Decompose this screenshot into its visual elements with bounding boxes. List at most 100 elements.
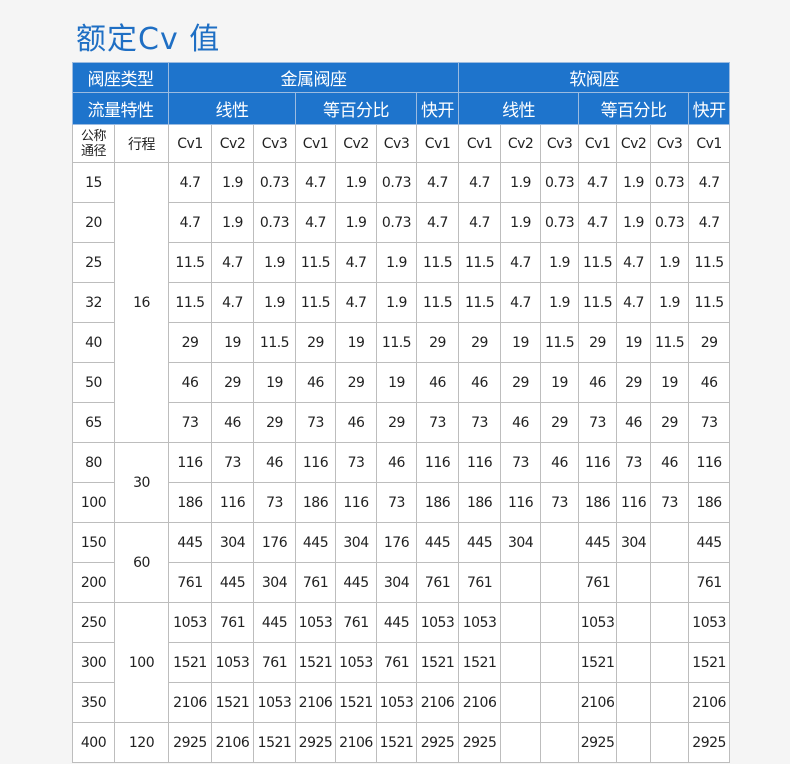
dn-label: 公称通径 <box>72 124 115 163</box>
nominal-diameter: 15 <box>72 162 115 203</box>
cv-value: 186 <box>578 482 618 523</box>
cv-value: 2925 <box>688 722 731 763</box>
cv-value: 1.9 <box>376 282 417 323</box>
nominal-diameter: 20 <box>72 202 115 243</box>
cv-value <box>500 722 542 763</box>
cv-value: 2925 <box>458 722 502 763</box>
cv-value: 4.7 <box>458 202 502 243</box>
cv-column-header: Cv3 <box>376 124 417 163</box>
cv-table: 阀座类型 金属阀座 软阀座 流量特性 线性 等百分比 快开 线性 等百分比 快开… <box>72 62 731 763</box>
nominal-diameter: 25 <box>72 242 115 283</box>
cv-value: 116 <box>458 442 502 483</box>
cv-column-header: Cv2 <box>616 124 652 163</box>
cv-value: 11.5 <box>295 242 336 283</box>
cv-value: 73 <box>415 402 460 443</box>
cv-value: 186 <box>295 482 336 523</box>
cv-value <box>500 642 542 683</box>
cv-value: 11.5 <box>650 322 690 363</box>
cv-value: 19 <box>376 362 417 403</box>
cv-value: 445 <box>335 562 377 603</box>
table-row: 400 120 2925 2106 1521 2925 2106 1521 2925 2925 29… <box>72 722 731 763</box>
cv-value: 46 <box>211 402 254 443</box>
cv-value: 1053 <box>578 602 618 643</box>
cv-value: 445 <box>168 522 212 563</box>
cv-value: 1521 <box>458 642 502 683</box>
cv-value: 46 <box>253 442 296 483</box>
cv-value: 4.7 <box>616 242 652 283</box>
cv-value: 1.9 <box>616 202 652 243</box>
cv-value: 4.7 <box>688 162 731 203</box>
cv-value: 1053 <box>253 682 296 723</box>
cv-column-header: Cv1 <box>168 124 212 163</box>
stroke-value: 30 <box>114 442 169 523</box>
cv-value: 116 <box>415 442 460 483</box>
soft-seat-header: 软阀座 <box>458 62 731 93</box>
cv-value <box>650 682 690 723</box>
cv-value: 29 <box>578 322 618 363</box>
cv-column-header: Cv1 <box>295 124 336 163</box>
cv-value: 445 <box>376 602 417 643</box>
cv-value: 761 <box>211 602 254 643</box>
cv-value: 73 <box>540 482 580 523</box>
cv-value: 11.5 <box>688 282 731 323</box>
cv-value: 46 <box>415 362 460 403</box>
cv-value <box>616 642 652 683</box>
cv-value: 304 <box>376 562 417 603</box>
table-row: 50 46 29 19 46 29 19 46 46 29 19 46 29 19 46 <box>72 362 731 403</box>
cv-value: 304 <box>500 522 542 563</box>
metal-equal-pct-header: 等百分比 <box>295 92 417 125</box>
nominal-diameter: 200 <box>72 562 115 603</box>
cv-value: 19 <box>540 362 580 403</box>
cv-value: 116 <box>500 482 542 523</box>
cv-value: 761 <box>415 562 460 603</box>
table-row: 250 100 1053 761 445 1053 761 445 1053 1053 1053 10… <box>72 602 731 723</box>
cv-value: 4.7 <box>295 162 336 203</box>
cv-value: 11.5 <box>458 242 502 283</box>
cv-value: 445 <box>688 522 731 563</box>
cv-value: 1.9 <box>211 162 254 203</box>
cv-value: 73 <box>168 402 212 443</box>
cv-value: 1.9 <box>540 242 580 283</box>
cv-value <box>650 522 690 563</box>
cv-value: 4.7 <box>500 282 542 323</box>
cv-value: 73 <box>458 402 502 443</box>
flow-characteristic-label: 流量特性 <box>72 92 169 125</box>
cv-value: 1521 <box>335 682 377 723</box>
cv-value: 19 <box>616 322 652 363</box>
cv-value: 0.73 <box>376 202 417 243</box>
cv-value: 4.7 <box>168 162 212 203</box>
cv-value: 19 <box>335 322 377 363</box>
cv-value: 2106 <box>335 722 377 763</box>
cv-value: 73 <box>616 442 652 483</box>
cv-value <box>616 722 652 763</box>
table-row: 20 4.7 1.9 0.73 4.7 1.9 0.73 4.7 4.7 1.9 0.73 4.7 1.… <box>72 202 731 243</box>
cv-value: 186 <box>168 482 212 523</box>
cv-value: 304 <box>211 522 254 563</box>
cv-value <box>650 602 690 643</box>
stroke-value: 60 <box>114 522 169 603</box>
cv-value <box>616 682 652 723</box>
cv-value: 2106 <box>211 722 254 763</box>
cv-value: 29 <box>688 322 731 363</box>
cv-value: 4.7 <box>578 162 618 203</box>
cv-value: 1521 <box>415 642 460 683</box>
cv-value: 2106 <box>168 682 212 723</box>
nominal-diameter: 40 <box>72 322 115 363</box>
cv-value: 761 <box>458 562 502 603</box>
cv-column-header: Cv3 <box>650 124 690 163</box>
cv-value <box>540 562 580 603</box>
cv-value: 761 <box>578 562 618 603</box>
cv-value: 116 <box>168 442 212 483</box>
table-row: 15 16 4.7 1.9 0.73 4.7 1.9 0.73 4.7 4.7 1.9 0.73 4.7… <box>72 162 731 443</box>
cv-value: 761 <box>688 562 731 603</box>
cv-value <box>650 722 690 763</box>
cv-value: 445 <box>578 522 618 563</box>
cv-value: 73 <box>688 402 731 443</box>
cv-value: 73 <box>335 442 377 483</box>
cv-value: 1053 <box>458 602 502 643</box>
cv-value: 1.9 <box>211 202 254 243</box>
cv-value: 46 <box>578 362 618 403</box>
cv-value: 1.9 <box>335 202 377 243</box>
cv-value: 73 <box>295 402 336 443</box>
cv-value: 4.7 <box>458 162 502 203</box>
